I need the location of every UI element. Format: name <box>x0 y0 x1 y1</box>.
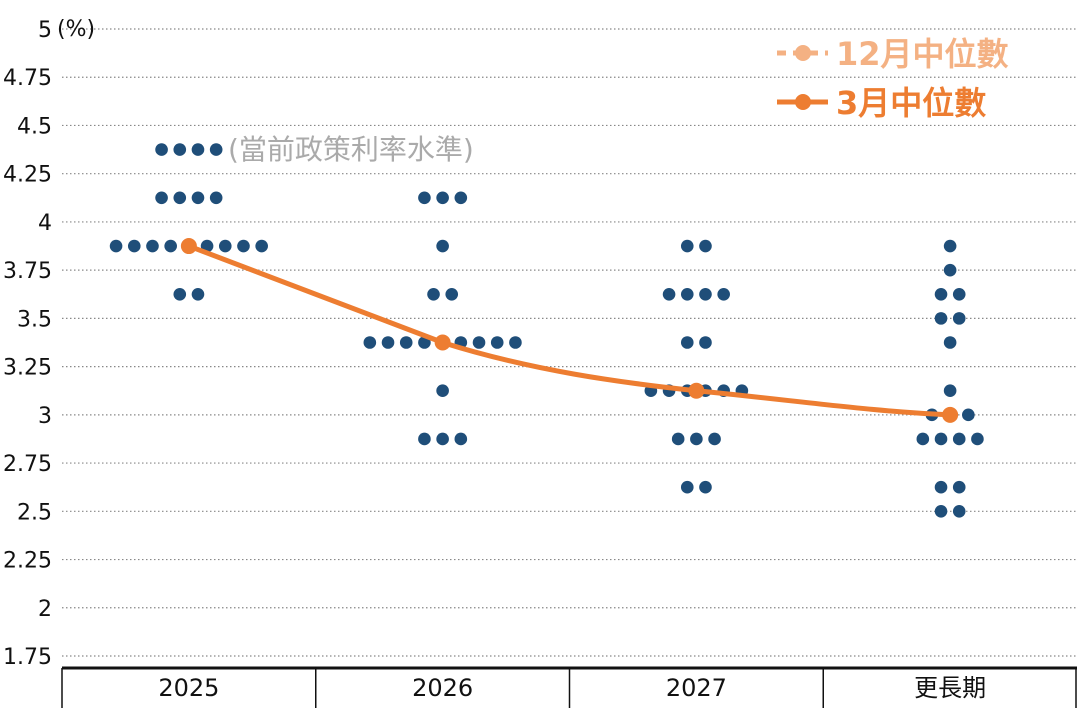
dot <box>680 287 694 301</box>
y-tick-label: 3.25 <box>3 356 52 381</box>
dot <box>399 336 413 349</box>
dot <box>191 191 205 205</box>
y-tick-label: 2 <box>38 597 52 622</box>
dot <box>418 191 431 205</box>
dot <box>146 239 159 253</box>
x-tick-label: 2027 <box>666 674 727 702</box>
dot <box>418 432 431 446</box>
dot <box>680 480 694 494</box>
dot <box>952 432 966 446</box>
y-tick-label: 2.75 <box>3 452 52 477</box>
y-tick-label: 3 <box>38 404 52 429</box>
dot <box>490 336 504 349</box>
y-tick-label: 1.75 <box>3 645 52 670</box>
dots <box>109 143 984 518</box>
dot <box>943 263 957 277</box>
x-tick-label: 更長期 <box>914 674 986 702</box>
dot <box>363 336 377 349</box>
y-unit-label: (%) <box>57 17 95 42</box>
dot <box>255 239 268 253</box>
y-tick-label: 4.75 <box>3 66 52 91</box>
y-tick-labels: 5 4.75 4.5 4.25 4 3.75 3.5 3.25 3 2.75 2.5 2.25 2 1.7… <box>3 18 52 670</box>
dot <box>209 143 223 156</box>
dot <box>109 239 123 253</box>
policy-rate-annotation: (當前政策利率水準) <box>228 133 474 166</box>
dot <box>717 287 730 301</box>
dot <box>173 143 187 156</box>
dot <box>218 239 232 253</box>
dot <box>699 336 712 349</box>
dot <box>127 239 141 253</box>
dot <box>155 143 168 156</box>
dot <box>381 336 395 349</box>
median-point-current <box>434 334 451 351</box>
legend-marker-current <box>795 94 811 110</box>
dot <box>427 287 440 301</box>
dot <box>934 480 948 494</box>
median-path-current <box>187 243 951 418</box>
dot <box>971 432 984 446</box>
dot <box>173 287 187 301</box>
legend-label-previous: 12月中位數 <box>836 35 1009 73</box>
dot <box>952 312 966 325</box>
median-point-current <box>942 406 959 423</box>
median-line <box>180 238 959 423</box>
dot <box>916 432 930 446</box>
dot <box>952 480 966 494</box>
dot <box>699 239 712 253</box>
dot <box>680 336 694 349</box>
dot <box>934 432 948 446</box>
dot <box>209 191 223 205</box>
dot <box>436 384 449 398</box>
y-tick-label: 3.75 <box>3 259 52 284</box>
dot <box>173 191 187 205</box>
dot <box>952 505 966 518</box>
dot <box>436 432 449 446</box>
dot <box>445 287 459 301</box>
dot <box>680 239 694 253</box>
dot <box>237 239 250 253</box>
dot <box>454 432 468 446</box>
dot <box>934 312 948 325</box>
y-tick-label: 4.5 <box>17 114 52 139</box>
y-tick-label: 2.25 <box>3 549 52 574</box>
dot <box>454 191 468 205</box>
dot <box>671 432 685 446</box>
legend-marker-previous <box>795 45 811 61</box>
dot <box>662 287 676 301</box>
median-point-current <box>180 238 197 255</box>
dot <box>943 239 957 253</box>
y-tick-label: 2.5 <box>17 500 52 525</box>
y-tick-label: 5 <box>38 18 52 43</box>
x-tick-label: 2026 <box>412 674 473 702</box>
x-tick-label: 2025 <box>158 674 219 702</box>
dot <box>436 191 449 205</box>
dot <box>952 287 966 301</box>
dot <box>509 336 522 349</box>
y-tick-label: 3.5 <box>17 307 52 332</box>
dot <box>155 191 168 205</box>
y-tick-label: 4.25 <box>3 163 52 188</box>
dot <box>472 336 486 349</box>
dot <box>699 480 712 494</box>
dot <box>708 432 721 446</box>
dot <box>191 287 205 301</box>
dot <box>943 384 957 398</box>
dot <box>436 239 449 253</box>
dot <box>690 432 703 446</box>
dot <box>943 336 957 349</box>
dot <box>191 143 205 156</box>
gridlines <box>62 28 1077 657</box>
median-point-current <box>688 382 705 399</box>
dot <box>934 505 948 518</box>
x-axis: 2025 2026 2027 更長期 <box>61 666 1077 708</box>
dot <box>699 287 712 301</box>
dot <box>164 239 177 253</box>
dot <box>934 287 948 301</box>
dot <box>962 408 975 422</box>
legend: 12月中位數 3月中位數 <box>777 35 1009 122</box>
legend-label-current: 3月中位數 <box>836 84 986 122</box>
y-tick-label: 4 <box>38 211 52 236</box>
